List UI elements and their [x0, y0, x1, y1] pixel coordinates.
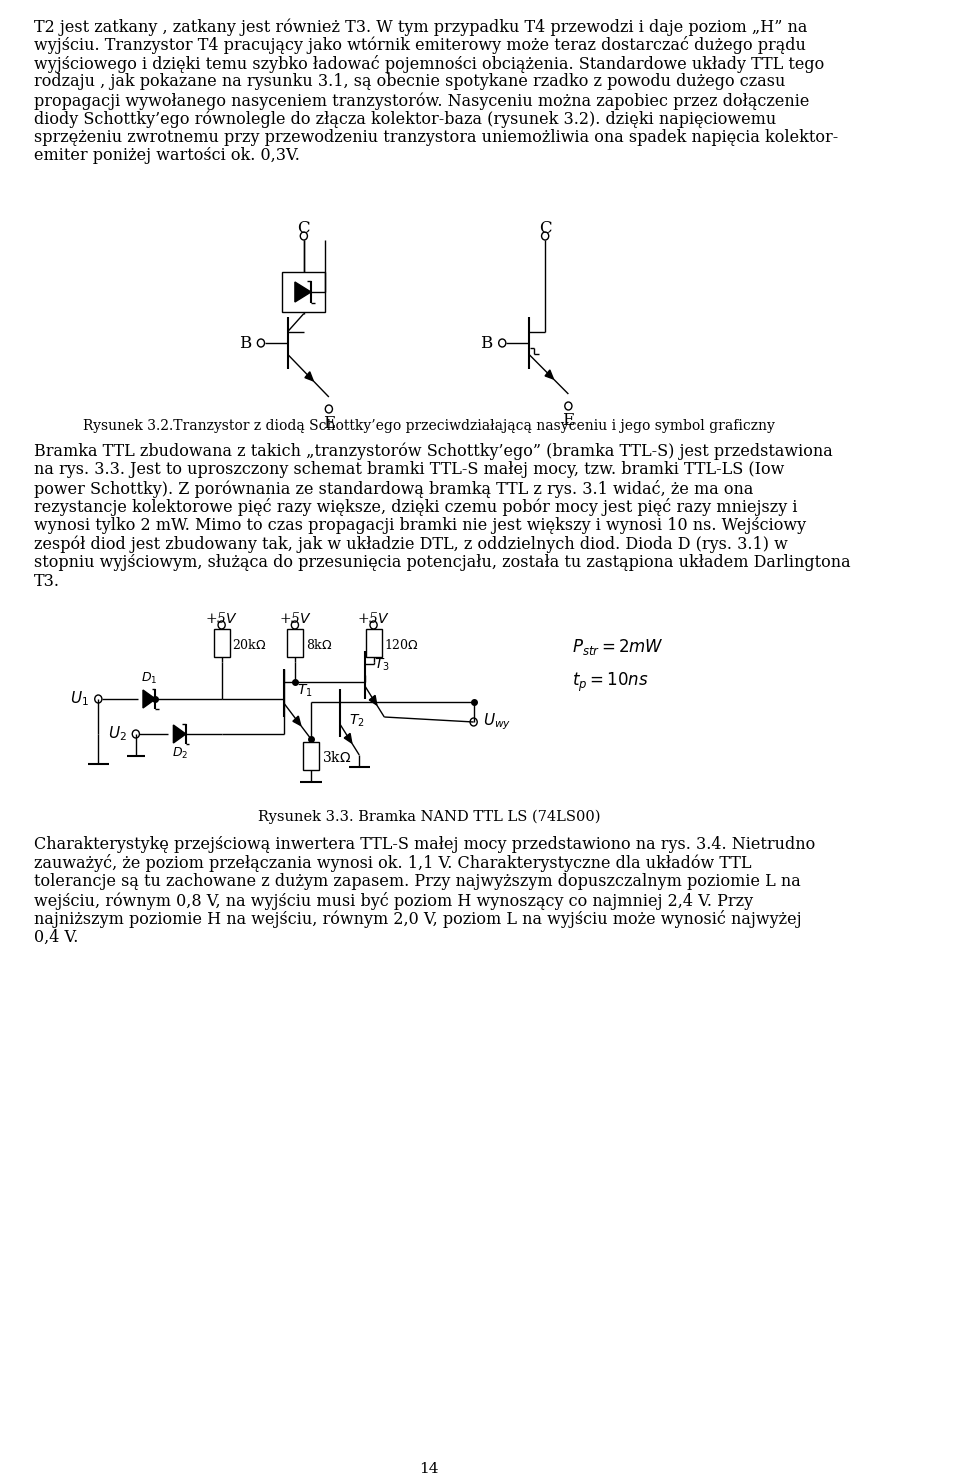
Text: +5$V$: +5$V$ [205, 611, 238, 625]
Polygon shape [174, 725, 186, 742]
Text: rodzaju , jak pokazane na rysunku 3.1, są obecnie spotykane rzadko z powodu duże: rodzaju , jak pokazane na rysunku 3.1, s… [34, 74, 785, 90]
Text: power Schottky). Z porównania ze standardową bramką TTL z rys. 3.1 widać, że ma : power Schottky). Z porównania ze standar… [34, 480, 754, 498]
Text: wejściu, równym 0,8 V, na wyjściu musi być poziom H wynoszący co najmniej 2,4 V.: wejściu, równym 0,8 V, na wyjściu musi b… [34, 892, 753, 910]
Text: E: E [563, 412, 574, 428]
Polygon shape [345, 734, 351, 742]
Text: +5$V$: +5$V$ [278, 611, 311, 625]
Text: B: B [239, 335, 251, 351]
Text: T2 jest zatkany , zatkany jest również T3. W tym przypadku T4 przewodzi i daje p: T2 jest zatkany , zatkany jest również T… [34, 18, 807, 36]
Text: 8k$\Omega$: 8k$\Omega$ [305, 637, 332, 652]
Text: $D_1$: $D_1$ [141, 671, 157, 686]
Text: 0,4 V.: 0,4 V. [34, 929, 79, 946]
Text: C: C [539, 219, 551, 237]
Text: $U_{wy}$: $U_{wy}$ [483, 711, 511, 732]
Polygon shape [293, 716, 300, 726]
Bar [303, 742, 319, 771]
Text: C: C [298, 219, 310, 237]
Text: E: E [323, 415, 335, 431]
Polygon shape [370, 695, 377, 705]
Text: propagacji wywołanego nasyceniem tranzystorów. Nasyceniu można zapobiec przez do: propagacji wywołanego nasyceniem tranzys… [34, 92, 809, 110]
Text: Rysunek 3.2.Tranzystor z diodą Schottky’ego przeciwdziałającą nasyceniu i jego s: Rysunek 3.2.Tranzystor z diodą Schottky’… [83, 419, 775, 433]
Text: $T_1$: $T_1$ [297, 683, 312, 700]
Text: zespół diod jest zbudowany tak, jak w układzie DTL, z oddzielnych diod. Dioda D : zespół diod jest zbudowany tak, jak w uk… [34, 535, 788, 553]
Text: tolerancje są tu zachowane z dużym zapasem. Przy najwyższym dopuszczalnym poziom: tolerancje są tu zachowane z dużym zapas… [34, 873, 801, 891]
Polygon shape [305, 372, 313, 381]
Text: 20k$\Omega$: 20k$\Omega$ [232, 637, 267, 652]
Bar [213, 628, 229, 657]
Polygon shape [295, 282, 311, 302]
Text: T3.: T3. [34, 572, 60, 590]
Text: emiter poniżej wartości ok. 0,3V.: emiter poniżej wartości ok. 0,3V. [34, 148, 300, 165]
Text: rezystancje kolektorowe pięć razy większe, dzięki czemu pobór mocy jest pięć raz: rezystancje kolektorowe pięć razy większ… [34, 498, 798, 517]
Text: najniższym poziomie H na wejściu, równym 2,0 V, poziom L na wyjściu może wynosić: najniższym poziomie H na wejściu, równym… [34, 910, 802, 928]
Bar [287, 628, 303, 657]
Text: $T_2$: $T_2$ [348, 713, 364, 729]
Bar [282, 273, 325, 313]
Text: Rysunek 3.3. Bramka NAND TTL LS (74LS00): Rysunek 3.3. Bramka NAND TTL LS (74LS00) [257, 811, 600, 824]
Text: Bramka TTL zbudowana z takich „tranzystorów Schottky’ego” (bramka TTL-S) jest pr: Bramka TTL zbudowana z takich „tranzysto… [34, 443, 832, 461]
Polygon shape [545, 370, 553, 379]
Text: zauważyć, że poziom przełączania wynosi ok. 1,1 V. Charakterystyczne dla układów: zauważyć, że poziom przełączania wynosi … [34, 855, 752, 873]
Polygon shape [143, 691, 156, 708]
Text: stopniu wyjściowym, służąca do przesunięcia potencjału, została tu zastąpiona uk: stopniu wyjściowym, służąca do przesunię… [34, 554, 851, 571]
Text: wyjściu. Tranzystor T4 pracujący jako wtórnik emiterowy może teraz dostarczać du: wyjściu. Tranzystor T4 pracujący jako wt… [34, 37, 805, 55]
Text: $U_2$: $U_2$ [108, 725, 127, 744]
Text: $T_3$: $T_3$ [373, 657, 390, 673]
Text: B: B [480, 335, 492, 351]
Text: $t_p = 10ns$: $t_p = 10ns$ [572, 671, 649, 694]
Text: 3k$\Omega$: 3k$\Omega$ [322, 750, 351, 766]
Text: wynosi tylko 2 mW. Mimo to czas propagacji bramki nie jest większy i wynosi 10 n: wynosi tylko 2 mW. Mimo to czas propagac… [34, 517, 806, 534]
Text: $U_1$: $U_1$ [70, 689, 89, 708]
Bar [366, 628, 381, 657]
Text: $D_2$: $D_2$ [172, 745, 188, 762]
Text: 14: 14 [420, 1463, 439, 1476]
Text: wyjściowego i dzięki temu szybko ładować pojemności obciążenia. Standardowe ukła: wyjściowego i dzięki temu szybko ładować… [34, 55, 825, 73]
Text: na rys. 3.3. Jest to uproszczony schemat bramki TTL-S małej mocy, tzw. bramki TT: na rys. 3.3. Jest to uproszczony schemat… [34, 461, 784, 479]
Text: Charakterystykę przejściową inwertera TTL-S małej mocy przedstawiono na rys. 3.4: Charakterystykę przejściową inwertera TT… [34, 836, 815, 854]
Text: diody Schottky’ego równolegle do złącza kolektor-baza (rysunek 3.2). dzięki napi: diody Schottky’ego równolegle do złącza … [34, 111, 777, 127]
Text: $P_{str} = 2mW$: $P_{str} = 2mW$ [572, 637, 663, 657]
Text: +5$V$: +5$V$ [357, 611, 390, 625]
Text: sprzężeniu zwrotnemu przy przewodzeniu tranzystora uniemożliwia ona spadek napię: sprzężeniu zwrotnemu przy przewodzeniu t… [34, 129, 838, 147]
Text: 120$\Omega$: 120$\Omega$ [384, 637, 420, 652]
